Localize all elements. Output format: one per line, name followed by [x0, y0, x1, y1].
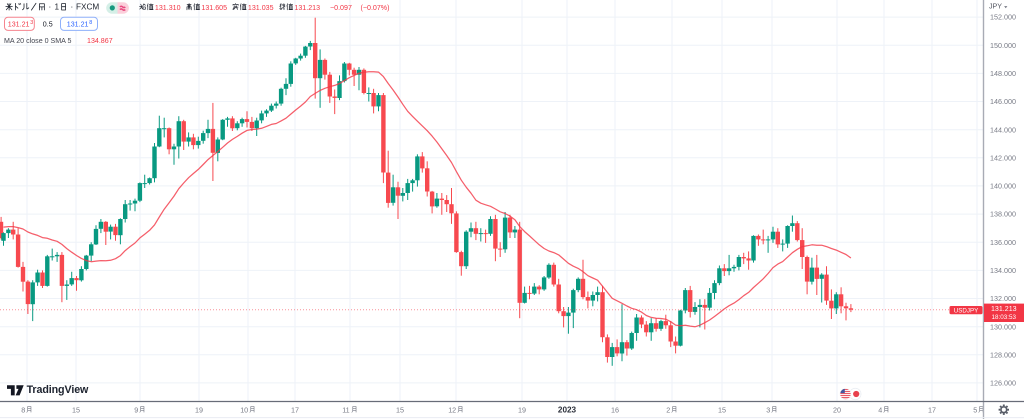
svg-text:148.000: 148.000	[990, 69, 1016, 78]
svg-text:19: 19	[195, 406, 203, 415]
svg-text:11: 11	[342, 406, 349, 415]
svg-text:131.21: 131.21	[8, 20, 30, 28]
svg-text:131.213: 131.213	[991, 305, 1017, 313]
svg-text:17: 17	[291, 406, 299, 415]
svg-text:5: 5	[973, 406, 977, 415]
svg-text:·: ·	[71, 3, 74, 12]
svg-text:142.000: 142.000	[990, 153, 1016, 162]
svg-text:131.605: 131.605	[201, 4, 227, 12]
svg-text:131.310: 131.310	[155, 4, 181, 12]
svg-text:8: 8	[89, 20, 92, 26]
svg-text:20: 20	[833, 406, 841, 415]
svg-text:3: 3	[766, 406, 770, 415]
svg-text:2: 2	[666, 406, 670, 415]
svg-text:USDJPY: USDJPY	[954, 307, 978, 314]
svg-text:130.000: 130.000	[990, 322, 1016, 331]
svg-text:126.000: 126.000	[990, 379, 1016, 388]
svg-text:128.000: 128.000	[990, 350, 1016, 359]
svg-text:(−0.07%): (−0.07%)	[361, 4, 390, 12]
svg-text:134.867: 134.867	[87, 37, 113, 45]
svg-text:FXCM: FXCM	[76, 3, 99, 12]
svg-text:15: 15	[72, 406, 80, 415]
svg-text:138.000: 138.000	[990, 210, 1016, 219]
svg-text:146.000: 146.000	[990, 97, 1016, 106]
svg-text:4: 4	[878, 406, 882, 415]
svg-text:MA 20 close 0 SMA 5: MA 20 close 0 SMA 5	[4, 37, 71, 45]
svg-text:17: 17	[928, 406, 936, 415]
svg-text:131.213: 131.213	[294, 4, 320, 12]
svg-text:19: 19	[518, 406, 526, 415]
svg-text:15: 15	[718, 406, 726, 415]
svg-text:152.000: 152.000	[990, 13, 1016, 22]
svg-text:·: ·	[49, 3, 52, 12]
svg-text:140.000: 140.000	[990, 182, 1016, 191]
svg-text:8: 8	[21, 406, 25, 415]
svg-text:TradingView: TradingView	[27, 384, 89, 396]
svg-text:18:03:53: 18:03:53	[992, 314, 1017, 321]
svg-text:0.5: 0.5	[43, 21, 53, 29]
svg-text:144.000: 144.000	[990, 125, 1016, 134]
svg-text:10: 10	[240, 406, 248, 415]
svg-text:150.000: 150.000	[990, 41, 1016, 50]
svg-text:2023: 2023	[558, 406, 577, 415]
svg-text:136.000: 136.000	[990, 238, 1016, 247]
svg-text:131.035: 131.035	[248, 4, 274, 12]
svg-text:3: 3	[30, 20, 33, 26]
svg-text:16: 16	[611, 406, 619, 415]
svg-text:−0.097: −0.097	[330, 4, 352, 12]
svg-text:JPY: JPY	[989, 3, 1002, 11]
svg-text:15: 15	[396, 406, 404, 415]
svg-text:12: 12	[448, 406, 456, 415]
svg-text:131.21: 131.21	[67, 20, 89, 28]
svg-text:9: 9	[134, 406, 138, 415]
svg-text:1: 1	[55, 3, 60, 12]
svg-text:134.000: 134.000	[990, 266, 1016, 275]
svg-text:132.000: 132.000	[990, 294, 1016, 303]
